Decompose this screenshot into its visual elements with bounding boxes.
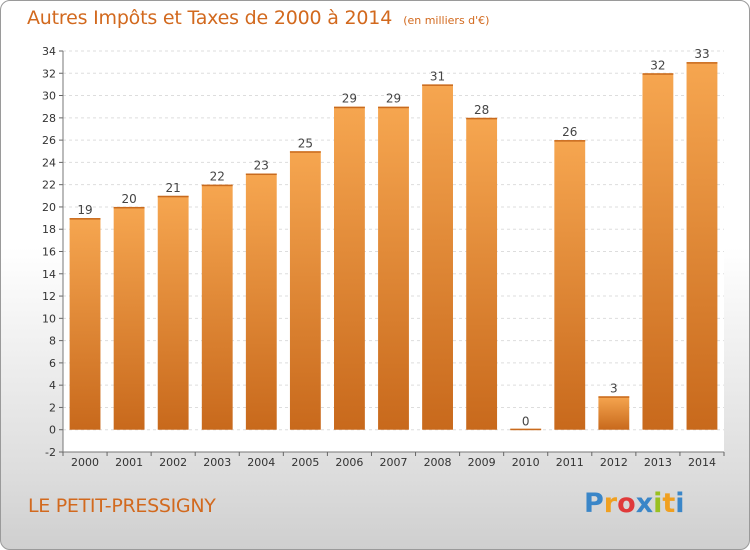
- x-tick-label: 2012: [600, 456, 628, 469]
- bar-value-label: 28: [474, 103, 489, 117]
- y-tick-label: 14: [42, 268, 56, 281]
- x-tick-label: 2009: [468, 456, 496, 469]
- x-tick-label: 2005: [291, 456, 319, 469]
- bar-value-label: 0: [522, 415, 530, 429]
- logo-letter: o: [617, 488, 636, 519]
- y-tick-label: 16: [42, 246, 56, 259]
- y-tick-label: 18: [42, 223, 56, 236]
- x-tick-label: 2011: [556, 456, 584, 469]
- bar-value-label: 31: [430, 69, 445, 83]
- bar-2001: [113, 206, 145, 430]
- bar-2011: [554, 140, 586, 430]
- bar-value-label: 21: [166, 181, 181, 195]
- bar-value-label: 19: [77, 203, 92, 217]
- x-tick-label: 2002: [159, 456, 187, 469]
- y-tick-label: 34: [42, 45, 56, 58]
- bar-value-label: 25: [298, 136, 313, 150]
- bar-value-label: 22: [210, 170, 225, 184]
- bar-top-edge: [201, 184, 233, 187]
- bar-2014: [686, 62, 718, 430]
- town-name: LE PETIT-PRESSIGNY: [28, 495, 216, 517]
- bar-value-label: 23: [254, 159, 269, 173]
- y-tick-label: 26: [42, 134, 56, 147]
- x-tick-label: 2004: [247, 456, 275, 469]
- logo-letter: P: [584, 488, 604, 519]
- proxiti-logo[interactable]: Proxiti: [584, 488, 685, 519]
- bar-top-edge: [289, 151, 321, 153]
- chart-title: Autres Impôts et Taxes de 2000 à 2014: [27, 7, 393, 29]
- logo-letter: x: [635, 488, 654, 519]
- y-tick-label: 22: [42, 179, 56, 192]
- bar-2003: [201, 184, 233, 430]
- x-tick-label: 2014: [688, 456, 716, 469]
- bar-value-label: 20: [121, 192, 136, 206]
- y-tick-label: 20: [42, 201, 56, 214]
- bar-2007: [378, 106, 409, 430]
- bar-value-label: 29: [342, 92, 357, 106]
- bar-2002: [157, 195, 189, 430]
- x-tick-label: 2010: [512, 456, 540, 469]
- bar-2013: [642, 73, 674, 430]
- bar-top-edge: [510, 428, 542, 431]
- bar-top-edge: [642, 73, 674, 75]
- logo-letter: t: [662, 488, 676, 519]
- bar-top-edge: [378, 106, 409, 109]
- axes: [62, 51, 724, 453]
- x-tick-label: 2007: [380, 456, 408, 469]
- x-tick-label: 2008: [424, 456, 452, 469]
- y-tick-label: 10: [42, 312, 56, 325]
- bar-2006: [334, 106, 365, 430]
- bar-top-edge: [686, 62, 718, 64]
- bar-value-label: 33: [694, 47, 709, 61]
- logo-letter: i: [675, 488, 685, 519]
- x-tick-label: 2000: [71, 456, 99, 469]
- y-tick-label: 32: [42, 67, 56, 80]
- bar-top-edge: [422, 84, 453, 86]
- bar-value-label: 3: [610, 381, 618, 395]
- bar-top-edge: [334, 106, 365, 109]
- title-row: Autres Impôts et Taxes de 2000 à 2014 (e…: [27, 7, 489, 29]
- bar-top-edge: [245, 173, 277, 176]
- logo-letter: i: [653, 488, 663, 519]
- bar-top-edge: [157, 195, 189, 198]
- bar-2008: [422, 84, 453, 430]
- bar-value-label: 29: [386, 92, 401, 106]
- y-tick-label: 6: [49, 357, 56, 370]
- chart-unit-note: (en milliers d'€): [403, 14, 490, 27]
- bar-2012: [598, 396, 630, 430]
- bar-top-edge: [554, 140, 586, 142]
- bar-2000: [69, 218, 101, 430]
- bar-value-labels: 19 20 21 22 23 25 29 29 31 28 0 26 3 32 33: [77, 47, 709, 429]
- bar-top-edge: [113, 206, 145, 209]
- bar-top-edge: [69, 218, 101, 220]
- bars: [69, 62, 718, 431]
- bar-2004: [245, 173, 277, 430]
- y-tick-label: -2: [45, 446, 56, 459]
- y-tick-label: 12: [42, 290, 56, 303]
- x-tick-label: 2001: [115, 456, 143, 469]
- y-tick-label: 8: [49, 335, 56, 348]
- bar-top-edge: [598, 396, 630, 398]
- y-tick-label: 4: [49, 379, 56, 392]
- bar-value-label: 32: [650, 58, 665, 72]
- x-tick-label: 2013: [644, 456, 672, 469]
- bar-2009: [466, 117, 498, 430]
- y-tick-label: 28: [42, 112, 56, 125]
- logo-letter: r: [603, 488, 618, 519]
- bar-top-edge: [466, 117, 498, 120]
- x-tick-label: 2006: [335, 456, 363, 469]
- x-tick-label: 2003: [203, 456, 231, 469]
- y-tick-label: 0: [49, 424, 56, 437]
- y-tick-label: 2: [49, 401, 56, 414]
- y-tick-label: 30: [42, 90, 56, 103]
- bar-value-label: 26: [562, 125, 577, 139]
- x-tick-labels: 2000 2001 2002 2003 2004 2005 2006 2007 2008 2009…: [62, 452, 725, 469]
- bar-2005: [289, 151, 321, 430]
- y-tick-label: 24: [42, 156, 56, 169]
